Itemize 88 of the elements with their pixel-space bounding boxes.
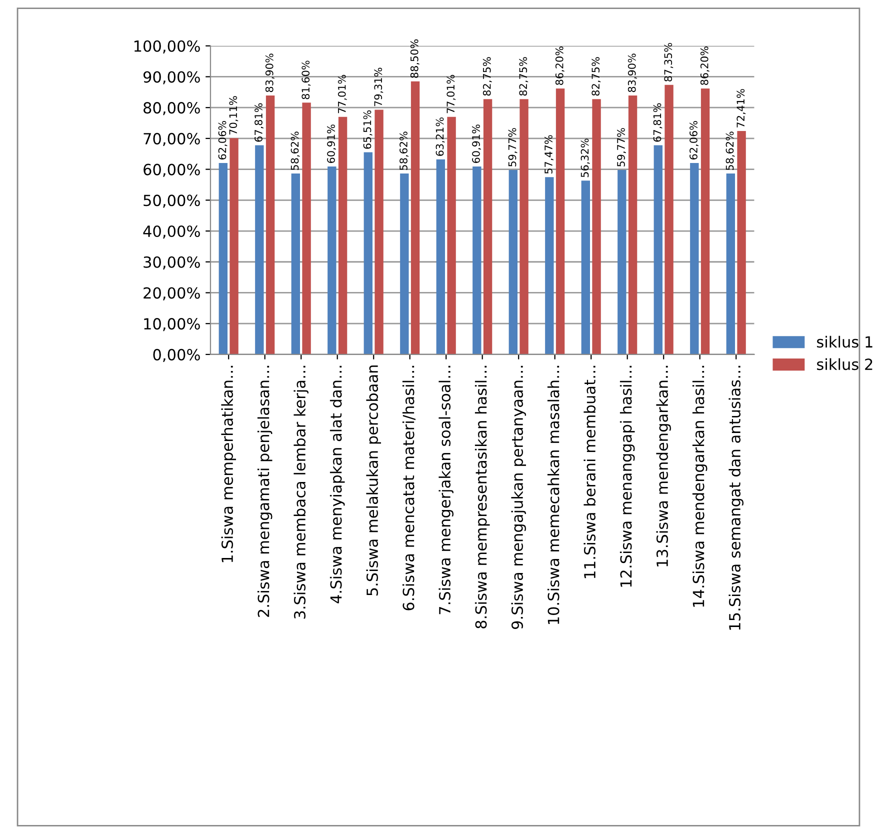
data-label: 56,32%: [580, 138, 590, 178]
data-label: 67,81%: [254, 103, 264, 142]
data-label: 63,21%: [436, 117, 445, 156]
bar: [400, 174, 409, 354]
bar: [291, 174, 300, 354]
x-tick-label: 3.Siswa membaca lembar kerja…: [294, 366, 308, 619]
y-tick-label: 100,00%: [134, 40, 200, 54]
data-label: 59,77%: [508, 128, 518, 166]
bar: [230, 138, 238, 354]
x-tick-label: 2.Siswa mengamati penjelasan…: [257, 366, 272, 617]
data-label: 62,06%: [218, 121, 228, 160]
x-tick-label: 15.Siswa semangat dan antusias…: [728, 366, 744, 630]
x-tick-label: 5.Siswa melakukan percobaan: [366, 365, 381, 596]
bar: [592, 99, 601, 354]
data-label: 83,90%: [265, 54, 274, 92]
y-tick-label: 80,00%: [144, 102, 200, 116]
bar: [581, 180, 590, 354]
bar: [328, 166, 336, 354]
data-label: 58,62%: [290, 132, 300, 170]
bar: [690, 162, 699, 354]
bar: [255, 145, 264, 354]
data-label: 77,01%: [446, 74, 456, 114]
x-tick-label: 14.Siswa mendengarkan hasil…: [692, 366, 708, 607]
data-label: 82,75%: [592, 57, 601, 96]
x-tick-label: 6.Siswa mencatat materi/hasil…: [402, 366, 416, 610]
bar: [556, 88, 565, 354]
bar: [266, 96, 275, 354]
bar: [302, 102, 311, 354]
data-label: 81,60%: [302, 60, 311, 100]
bar: [218, 162, 228, 354]
bar: [447, 116, 456, 354]
data-label: 70,11%: [229, 96, 238, 134]
bar: [520, 99, 528, 354]
data-label: 86,20%: [700, 46, 710, 85]
data-label: 82,75%: [482, 57, 492, 96]
data-label: 67,81%: [653, 103, 662, 142]
x-tick-label: 11.Siswa berani membuat…: [584, 366, 596, 578]
bar: [618, 170, 626, 354]
bar: [628, 96, 638, 354]
y-tick-label: 0,00%: [153, 348, 200, 362]
y-tick-label: 70,00%: [144, 132, 200, 146]
legend-label: siklus 1: [817, 336, 872, 348]
x-tick-label: 1.Siswa memperhatikan…: [221, 366, 236, 562]
bar: [737, 131, 746, 354]
y-tick-label: 10,00%: [144, 318, 200, 332]
bar: [483, 99, 492, 354]
y-tick-label: 40,00%: [143, 225, 200, 239]
data-label: 58,62%: [726, 132, 735, 170]
bar: [410, 81, 420, 354]
bar: [338, 116, 348, 354]
data-label: 77,01%: [338, 74, 347, 114]
data-label: 60,91%: [472, 124, 481, 163]
x-tick-label: 12.Siswa menanggapi hasil…: [620, 366, 635, 587]
bar: [654, 145, 663, 354]
data-label: 86,20%: [555, 46, 564, 85]
data-label: 57,47%: [544, 135, 554, 174]
legend-label: siklus 2: [817, 358, 872, 370]
data-label: 87,35%: [664, 42, 674, 82]
bar: [700, 88, 710, 354]
x-tick-label: 10.Siswa memecahkan masalah…: [547, 366, 560, 624]
bar: [472, 166, 482, 354]
x-tick-label: 9.Siswa mengajukan pertanyaan…: [511, 366, 526, 629]
x-tick-label: 8.Siswa mempresentasikan hasil…: [474, 366, 490, 628]
bar: [664, 84, 674, 354]
bar: [726, 174, 736, 354]
x-tick-label: 7.Siswa mengerjakan soal-soal…: [438, 366, 454, 614]
data-label: 82,75%: [519, 57, 528, 96]
y-tick-label: 30,00%: [144, 256, 200, 270]
data-label: 62,06%: [690, 121, 698, 160]
bar: [436, 159, 446, 354]
bar: [508, 170, 518, 354]
data-label: 83,90%: [628, 54, 637, 92]
data-label: 65,51%: [363, 110, 372, 149]
bar: [374, 110, 384, 354]
data-label: 72,41%: [736, 89, 746, 128]
bar: [364, 152, 373, 354]
y-tick-label: 60,00%: [144, 164, 200, 177]
data-label: 79,31%: [374, 68, 384, 106]
x-tick-label: 4.Siswa menyiapkan alat dan…: [330, 366, 345, 604]
data-label: 59,77%: [617, 128, 626, 166]
y-tick-label: 90,00%: [143, 71, 200, 84]
data-label: 60,91%: [327, 124, 336, 163]
bar: [545, 177, 554, 354]
data-label: 58,62%: [400, 132, 408, 170]
y-tick-label: 50,00%: [144, 194, 200, 208]
y-tick-label: 20,00%: [144, 287, 200, 300]
data-label: 88,50%: [410, 39, 420, 78]
x-tick-label: 13.Siswa mendengarkan…: [656, 366, 671, 566]
